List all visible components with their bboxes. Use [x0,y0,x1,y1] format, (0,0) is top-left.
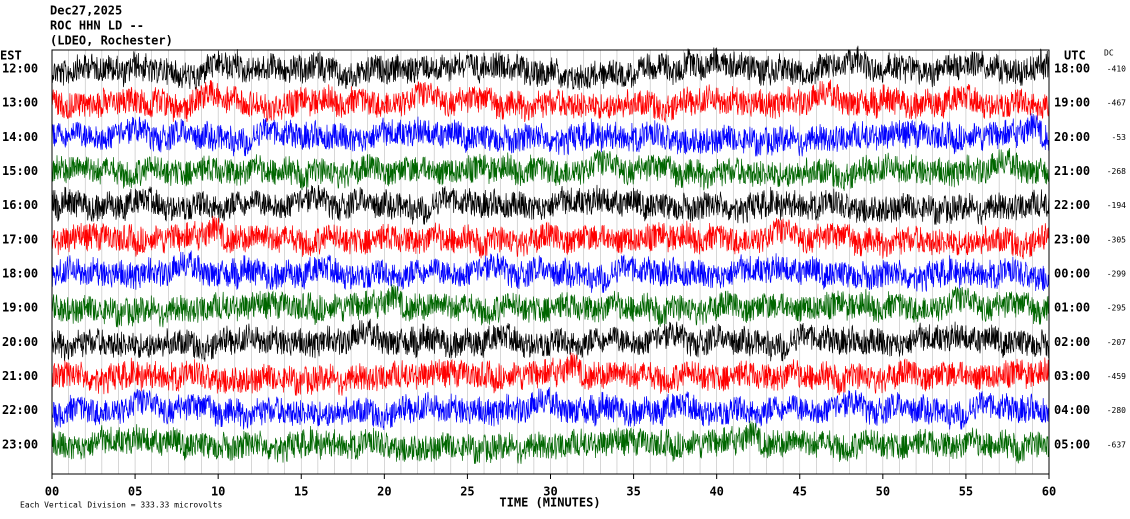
trace [51,184,1050,225]
dc-value: -53 [1112,133,1127,142]
dc-value: -459 [1107,372,1126,381]
dc-value: -410 [1107,65,1126,74]
trace [51,147,1050,191]
utc-label: 00:00 [1054,267,1090,281]
trace [51,352,1050,396]
dc-value: -207 [1107,338,1126,347]
utc-label: 05:00 [1054,437,1090,451]
x-tick-label: 25 [460,485,474,499]
trace [51,318,1050,362]
x-tick-label: 35 [626,485,640,499]
dc-value: -280 [1107,406,1126,415]
x-tick-label: 55 [959,485,973,499]
x-axis-label: TIME (MINUTES) [499,496,600,510]
traces [51,45,1050,474]
dc-value: -295 [1107,304,1126,313]
header-line: ROC HHN LD -- [50,19,144,33]
trace [51,79,1050,123]
est-label: 13:00 [2,96,38,110]
utc-label: 18:00 [1054,62,1090,76]
x-tick-label: 15 [294,485,308,499]
utc-label: 21:00 [1054,164,1090,178]
utc-label: 23:00 [1054,232,1090,246]
x-tick-label: 00 [45,485,59,499]
dc-value: -299 [1107,270,1126,279]
utc-label: 04:00 [1054,403,1090,417]
est-label: 17:00 [2,232,38,246]
trace [51,215,1050,260]
utc-label: 02:00 [1054,335,1090,349]
est-label: 18:00 [2,267,38,281]
utc-label: 22:00 [1054,198,1090,212]
est-label: 16:00 [2,198,38,212]
est-label: 22:00 [2,403,38,417]
est-label: 21:00 [2,369,38,383]
x-tick-label: 60 [1042,485,1056,499]
dc-title: DC [1104,49,1114,58]
x-tick-label: 30 [543,485,557,499]
header-line: (LDEO, Rochester) [50,34,173,48]
est-label: 20:00 [2,335,38,349]
est-label: 14:00 [2,130,38,144]
dc-value: -268 [1107,167,1126,176]
dc-value: -194 [1107,201,1126,210]
est-label: 23:00 [2,437,38,451]
trace [51,250,1050,293]
trace [51,45,1050,92]
est-label: 19:00 [2,301,38,315]
utc-label: 19:00 [1054,96,1090,110]
x-tick-label: 10 [211,485,225,499]
x-tick-label: 20 [377,485,391,499]
utc-label: 03:00 [1054,369,1090,383]
x-tick-label: 05 [128,485,142,499]
x-tick-label: 40 [709,485,723,499]
trace [51,284,1050,328]
utc-label: 20:00 [1054,130,1090,144]
trace [51,387,1050,431]
footer: Each Vertical Division = 333.33 microvol… [20,501,222,510]
header-line: Dec27,2025 [50,4,122,18]
x-tick-label: 45 [793,485,807,499]
utc-label: 01:00 [1054,301,1090,315]
est-label: 15:00 [2,164,38,178]
trace [51,420,1050,464]
right-axis-title: UTC [1064,49,1086,63]
dc-value: -637 [1107,440,1126,449]
dc-value: -467 [1107,99,1126,108]
dc-value: -305 [1107,235,1126,244]
trace [51,113,1050,157]
left-axis-title: EST [0,49,22,63]
est-label: 12:00 [2,62,38,76]
x-tick-label: 50 [876,485,890,499]
